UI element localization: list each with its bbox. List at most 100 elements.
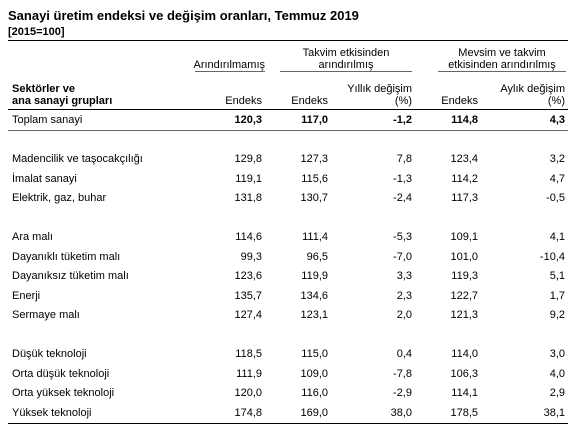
cell: -2,4	[393, 192, 412, 205]
column-header: (%)	[547, 95, 565, 107]
cell: 174,8	[234, 406, 262, 419]
cell: 127,3	[300, 153, 328, 165]
row-label: Yüksek teknoloji	[12, 406, 92, 419]
cell: 4,3	[549, 114, 565, 126]
cell: 4,7	[549, 172, 565, 185]
cell: 4,0	[549, 367, 565, 380]
group-header: etkisinden arındırılmış	[448, 59, 556, 71]
rule	[280, 71, 412, 72]
rule	[8, 423, 568, 424]
cell: 5,1	[549, 270, 565, 283]
row-label: Düşük teknoloji	[12, 348, 87, 360]
cell: 111,4	[302, 231, 328, 243]
cell: 2,3	[396, 289, 412, 302]
cell: 130,7	[300, 192, 328, 205]
row-label: İmalat sanayi	[12, 172, 77, 185]
rule	[438, 71, 566, 72]
cell: 7,8	[396, 153, 412, 165]
row-label: Dayanıksız tüketim malı	[12, 270, 129, 283]
cell: -2,9	[393, 387, 412, 400]
rule	[8, 40, 568, 41]
column-header: Sektörler ve	[12, 83, 75, 95]
row-label: Elektrik, gaz, buhar	[12, 192, 107, 205]
cell: 9,2	[549, 309, 565, 322]
column-header: ana sanayi grupları	[12, 95, 113, 107]
group-header: Takvim etkisinden	[302, 47, 390, 59]
column-header: Yıllık değişim	[347, 83, 412, 95]
cell: 119,9	[301, 270, 328, 283]
cell: -5,3	[393, 231, 412, 243]
cell: 178,5	[450, 406, 478, 419]
row-label: Sermaye malı	[12, 309, 80, 322]
cell: 3,0	[549, 348, 565, 360]
cell: 117,0	[301, 114, 328, 126]
row-label: Orta yüksek teknoloji	[12, 387, 115, 400]
column-header: (%)	[394, 95, 412, 107]
cell: -0,5	[546, 192, 565, 205]
cell: 131,8	[234, 192, 262, 205]
cell: 38,0	[390, 406, 412, 419]
cell: 129,8	[234, 153, 262, 165]
row-label: Ara malı	[12, 231, 53, 243]
row-label: Madencilik ve taşocakçılığı	[12, 153, 143, 165]
cell: 114,0	[451, 348, 478, 360]
cell: 2,0	[396, 309, 412, 322]
column-header: Endeks	[291, 95, 328, 107]
cell: -7,0	[393, 250, 412, 263]
cell: 116,0	[301, 387, 328, 400]
cell: 96,5	[306, 250, 328, 263]
cell: 119,1	[235, 172, 262, 185]
cell: 109,1	[450, 231, 478, 243]
cell: -10,4	[539, 250, 565, 263]
row-label: Orta düşük teknoloji	[12, 367, 110, 380]
row-label: Dayanıklı tüketim malı	[12, 250, 121, 263]
cell: 119,3	[451, 270, 478, 283]
cell: 111,9	[236, 367, 262, 380]
cell: 134,6	[300, 289, 328, 302]
rule	[195, 71, 265, 72]
cell: 109,0	[300, 367, 328, 380]
cell: 114,6	[235, 231, 262, 243]
cell: 38,1	[543, 406, 565, 419]
group-header: Arındırılmamış	[193, 59, 265, 71]
cell: 114,1	[451, 387, 478, 400]
cell: 1,7	[549, 289, 565, 302]
title: Sanayi üretim endeksi ve değişim oranlar…	[8, 8, 359, 23]
cell: 122,7	[450, 289, 478, 302]
row-label: Toplam sanayi	[12, 114, 83, 126]
cell: 169,0	[300, 406, 328, 419]
cell: 99,3	[240, 250, 262, 263]
cell: 123,6	[234, 270, 262, 283]
cell: 117,3	[451, 192, 478, 205]
rule	[8, 130, 568, 131]
cell: 4,1	[549, 231, 565, 243]
cell: 118,5	[235, 348, 262, 360]
rule	[8, 109, 568, 110]
cell: 115,6	[301, 172, 328, 185]
cell: 115,0	[301, 348, 328, 360]
group-header: Mevsim ve takvim	[458, 47, 546, 59]
cell: 135,7	[234, 289, 262, 302]
cell: 3,2	[549, 153, 565, 165]
column-header: Endeks	[441, 95, 478, 107]
cell: -7,8	[393, 367, 412, 380]
row-label: Enerji	[12, 289, 41, 302]
cell: 121,3	[450, 309, 478, 322]
subtitle: [2015=100]	[8, 26, 65, 38]
cell: 3,3	[396, 270, 412, 283]
cell: -1,2	[393, 114, 412, 126]
cell: 114,8	[451, 114, 478, 126]
cell: 0,4	[396, 348, 412, 360]
cell: 114,2	[451, 172, 478, 185]
cell: 127,4	[234, 309, 262, 322]
cell: 123,4	[450, 153, 478, 165]
cell: 120,3	[234, 114, 262, 126]
column-header: Endeks	[225, 95, 262, 107]
cell: 123,1	[300, 309, 328, 322]
cell: 120,0	[234, 387, 262, 400]
column-header: Aylık değişim	[500, 83, 565, 95]
cell: 2,9	[549, 387, 565, 400]
group-header: arındırılmış	[318, 59, 374, 71]
cell: 101,0	[450, 250, 478, 263]
